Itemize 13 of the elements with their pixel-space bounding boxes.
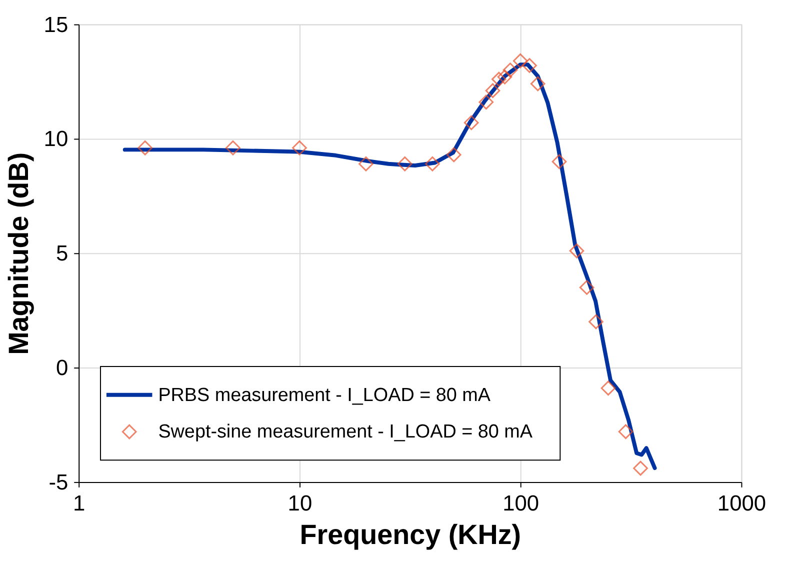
y-tick-label: 0 <box>56 355 68 380</box>
legend-label: PRBS measurement - I_LOAD = 80 mA <box>158 384 491 406</box>
x-tick-label: 1000 <box>717 490 766 516</box>
y-tick-label: 10 <box>44 126 68 152</box>
y-axis-title: Magnitude (dB) <box>2 152 34 355</box>
x-tick-label: 10 <box>288 490 312 516</box>
legend-label: Swept-sine measurement - I_LOAD = 80 mA <box>158 422 533 443</box>
x-axis-title: Frequency (KHz) <box>300 519 522 550</box>
y-tick-label: -5 <box>48 469 68 494</box>
x-tick-label: 100 <box>502 490 540 516</box>
x-tick-label: 1 <box>73 490 86 516</box>
y-tick-label: 15 <box>44 12 68 37</box>
y-tick-label: 5 <box>56 240 68 266</box>
